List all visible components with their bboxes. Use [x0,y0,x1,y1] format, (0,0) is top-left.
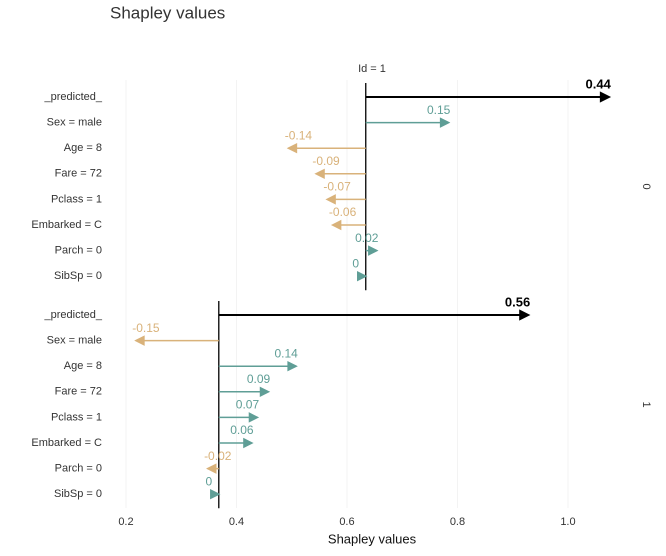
chart-title: Shapley values [110,3,225,22]
value-label: -0.02 [204,449,232,463]
x-axis-label: Shapley values [328,531,417,546]
x-tick-label: 0.2 [118,516,133,528]
contribution-arrow [286,142,366,154]
contribution-arrow [365,245,379,256]
value-label: 0.14 [274,346,298,360]
value-label: -0.06 [329,205,357,219]
y-tick-label: Age = 8 [64,360,102,372]
x-tick-label: 1.0 [560,516,575,528]
y-tick-label: Age = 8 [64,142,102,154]
y-tick-label: Parch = 0 [55,245,102,257]
value-label: -0.09 [312,154,340,168]
y-tick-label: Fare = 72 [55,386,102,398]
value-label: 0.15 [427,103,451,117]
contribution-arrow [218,412,260,423]
y-tick-label: Parch = 0 [55,463,102,475]
y-tick-label: Sex = male [47,335,102,347]
x-tick-label: 0.8 [450,516,465,528]
predicted-arrow [365,91,612,103]
contribution-arrow [218,360,298,372]
contribution-arrow [314,168,366,180]
y-tick-label: SibSp = 0 [54,270,102,282]
y-tick-label: SibSp = 0 [54,488,102,500]
value-label: -0.15 [132,321,160,335]
value-label: 0.07 [236,398,260,412]
value-label: 0.06 [230,423,254,437]
value-label: 0.44 [586,76,612,91]
contribution-arrow [357,270,368,282]
y-tick-label: Sex = male [47,117,102,129]
y-tick-label: _predicted_ [44,309,103,321]
predicted-arrow [218,309,531,321]
contribution-arrow [365,117,451,128]
contribution-arrow [330,219,366,231]
y-tick-label: Embarked = C [31,219,102,231]
value-label: 0 [352,256,359,270]
value-label: 0.56 [505,294,530,309]
x-tick-label: 0.4 [229,516,244,528]
y-tick-label: Embarked = C [31,437,102,449]
facet-label: 1 [640,402,652,408]
value-label: -0.07 [323,180,351,194]
facet-label: 0 [640,184,652,190]
contribution-arrow [218,437,254,449]
strip-label: Id = 1 [358,63,386,75]
contribution-arrow [218,386,271,398]
contribution-arrow [325,194,366,205]
contribution-arrow [210,488,221,500]
x-tick-label: 0.6 [339,516,354,528]
contribution-arrow [206,463,219,474]
y-tick-label: Fare = 72 [55,168,102,180]
y-tick-label: Pclass = 1 [51,193,102,205]
contribution-arrow [134,335,219,346]
y-tick-label: _predicted_ [44,91,103,103]
value-label: -0.14 [285,128,313,142]
value-label: 0.02 [355,231,379,245]
y-tick-label: Pclass = 1 [51,411,102,423]
value-label: 0.09 [247,372,271,386]
value-label: 0 [205,474,212,488]
